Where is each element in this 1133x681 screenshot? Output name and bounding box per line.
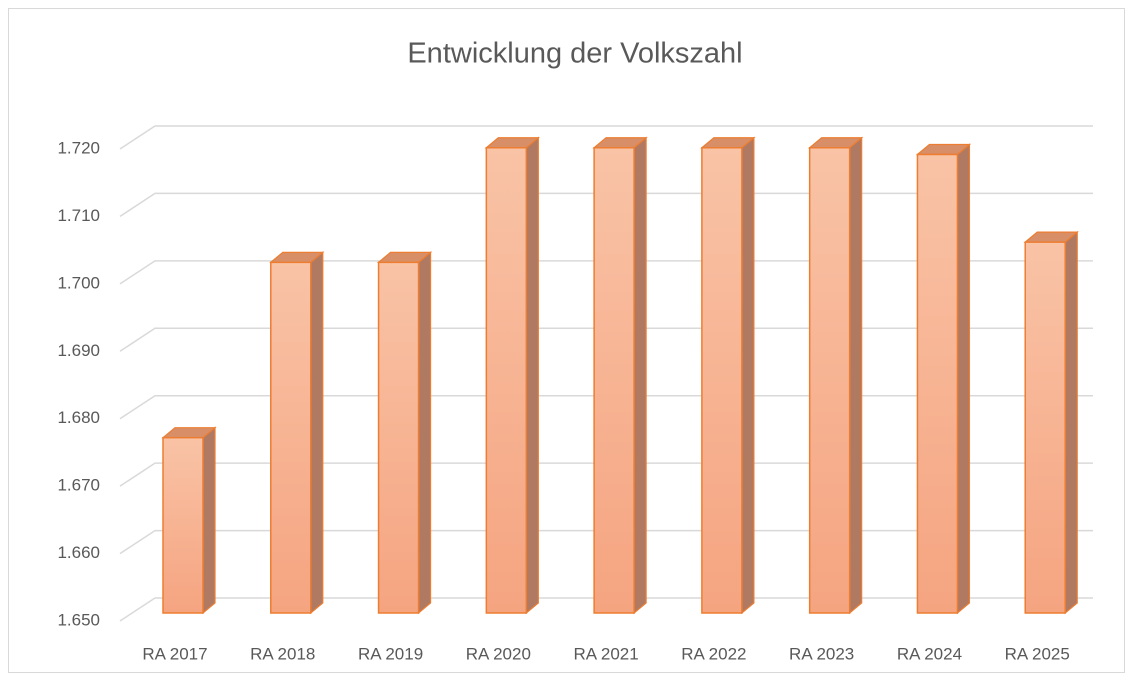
bar-side [633,136,647,615]
x-tick-label: RA 2017 [142,644,207,663]
bar [808,146,851,614]
bar-side [525,136,539,615]
bar [701,146,743,614]
bar [485,146,528,614]
bar-group [700,136,756,615]
grid-line [119,260,1093,285]
grid: 1.650 1.660 1.670 1.680 1.690 1.700 1.710 1.720 [57,125,1093,629]
grid-line [119,192,1093,218]
bar [1024,241,1066,614]
y-tick-label: 1.680 [57,408,100,427]
x-tick-label: RA 2022 [681,644,746,663]
grid-line [119,125,1093,150]
bar-side [849,136,863,615]
bar-group [161,426,217,615]
bar [270,261,312,614]
bar [916,153,959,614]
bar-side [202,426,216,615]
bar-side [417,251,432,615]
bar [377,261,420,614]
y-tick-label: 1.660 [57,543,100,562]
bar-group [1023,230,1079,615]
bar-group [915,143,972,615]
bar [593,146,635,614]
bar-group [484,136,540,615]
x-tick-label: RA 2019 [358,644,423,663]
grid-line [119,462,1093,487]
grid-line [119,529,1093,555]
bar-side [956,143,971,615]
x-tick-label: RA 2023 [789,644,854,663]
y-tick-label: 1.720 [57,138,100,157]
x-tick-label: RA 2025 [1005,644,1070,663]
bars: RA 2017 RA 2018 RA 2019 RA 2020 RA 2021 RA 20… [142,136,1079,663]
y-tick-label: 1.650 [57,610,100,629]
y-tick-label: 1.700 [57,273,100,292]
bar-group [269,251,325,615]
bar-side [310,251,324,615]
x-tick-label: RA 2020 [466,644,531,663]
x-tick-label: RA 2024 [897,644,962,663]
grid-line [119,394,1093,420]
y-tick-label: 1.710 [57,206,100,225]
x-tick-label: RA 2018 [250,644,315,663]
grid-line [119,327,1093,352]
chart-title: Entwicklung der Volkszahl [407,38,742,70]
bar-group [376,251,433,615]
bar [162,436,204,614]
bar-side [1064,230,1078,615]
y-tick-label: 1.670 [57,476,100,495]
grid-line [119,597,1093,622]
y-tick-label: 1.690 [57,341,100,360]
bar-group [592,136,648,615]
bar-group [808,136,864,615]
bar-side [741,136,755,615]
x-tick-label: RA 2021 [573,644,638,663]
